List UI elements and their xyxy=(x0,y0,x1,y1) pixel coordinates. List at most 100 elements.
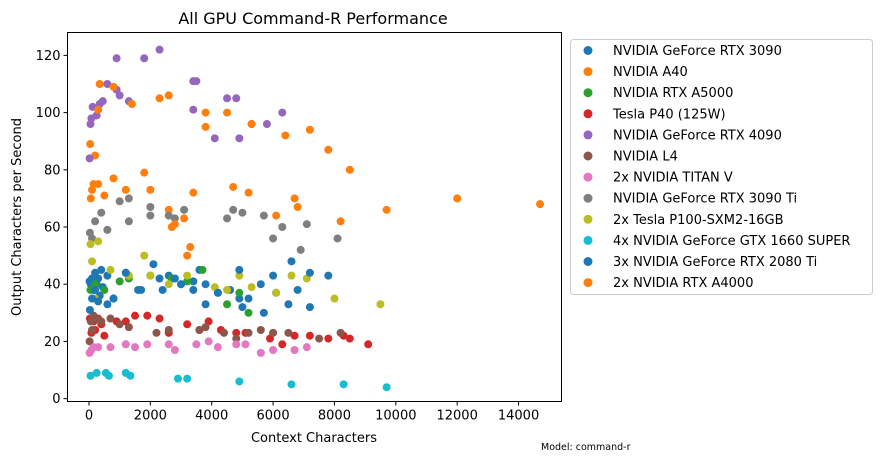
y-tick-label: 20 xyxy=(44,335,61,350)
data-point xyxy=(100,191,109,200)
series-group xyxy=(86,368,391,392)
data-point xyxy=(333,234,342,243)
data-point xyxy=(223,300,232,309)
data-point xyxy=(284,328,293,337)
data-point xyxy=(124,217,133,226)
data-point xyxy=(89,180,98,189)
data-point xyxy=(164,280,173,289)
chart-title: All GPU Command-R Performance xyxy=(178,9,447,28)
data-point xyxy=(244,294,253,303)
data-point xyxy=(183,320,192,329)
data-point xyxy=(259,308,268,317)
data-point xyxy=(290,331,299,340)
data-point xyxy=(364,340,373,349)
data-point xyxy=(98,97,107,106)
model-footnote: Model: command-r xyxy=(541,442,631,453)
data-point xyxy=(269,346,278,355)
data-point xyxy=(155,94,164,103)
data-point xyxy=(152,328,161,337)
data-point xyxy=(345,165,354,174)
data-point xyxy=(293,285,302,294)
data-point xyxy=(158,285,167,294)
legend-label: 4x NVIDIA GeForce GTX 1660 SUPER xyxy=(613,234,850,249)
data-point xyxy=(284,300,293,309)
y-tick-label: 60 xyxy=(44,221,61,236)
data-point xyxy=(229,182,238,191)
data-point xyxy=(382,383,391,392)
data-point xyxy=(192,340,201,349)
data-point xyxy=(94,297,103,306)
data-point xyxy=(213,288,222,297)
data-point xyxy=(247,283,256,292)
data-point xyxy=(85,154,94,163)
data-point xyxy=(305,268,314,277)
data-point xyxy=(278,340,287,349)
plot-frame xyxy=(67,32,562,402)
x-tick-label: 2000 xyxy=(134,409,167,424)
data-point xyxy=(232,94,241,103)
data-point xyxy=(290,346,299,355)
x-tick-label: 14000 xyxy=(498,409,539,424)
legend-label: Tesla P40 (125W) xyxy=(612,107,726,122)
data-point xyxy=(238,208,247,217)
data-point xyxy=(210,134,219,143)
data-point xyxy=(85,305,94,314)
data-point xyxy=(91,217,100,226)
data-point xyxy=(143,311,152,320)
data-point xyxy=(189,188,198,197)
data-point xyxy=(103,79,112,88)
data-point xyxy=(259,211,268,220)
data-point xyxy=(201,280,210,289)
data-point xyxy=(126,371,135,380)
data-point xyxy=(106,343,115,352)
legend-label: 2x NVIDIA TITAN V xyxy=(613,171,733,186)
series-group xyxy=(85,257,314,314)
data-point xyxy=(91,285,100,294)
data-point xyxy=(296,245,305,254)
legend-label: NVIDIA GeForce RTX 3090 xyxy=(613,44,782,59)
data-point xyxy=(97,265,106,274)
data-point xyxy=(86,194,95,203)
data-point xyxy=(235,377,244,386)
data-point xyxy=(195,325,204,334)
data-point xyxy=(213,343,222,352)
data-point xyxy=(131,343,140,352)
data-point xyxy=(180,205,189,214)
data-point xyxy=(229,205,238,214)
data-point xyxy=(247,120,256,129)
data-point xyxy=(97,317,106,326)
y-tick-label: 80 xyxy=(44,163,61,178)
data-point xyxy=(223,94,232,103)
data-point xyxy=(183,374,192,383)
data-point xyxy=(86,371,95,380)
legend-marker xyxy=(583,257,593,266)
data-point xyxy=(115,91,124,100)
legend-label: 3x NVIDIA GeForce RTX 2080 Ti xyxy=(613,255,817,270)
data-point xyxy=(88,257,97,266)
data-point xyxy=(146,271,155,280)
legend-marker xyxy=(583,214,593,224)
data-point xyxy=(302,343,311,352)
data-point xyxy=(88,325,97,334)
data-point xyxy=(256,280,265,289)
legend-label: NVIDIA L4 xyxy=(613,150,678,165)
y-tick-label: 120 xyxy=(36,49,61,64)
x-tick-label: 10000 xyxy=(375,409,416,424)
data-point xyxy=(241,340,250,349)
data-point xyxy=(164,340,173,349)
data-point xyxy=(235,288,244,297)
data-point xyxy=(376,300,385,309)
plot-frame-border xyxy=(67,32,562,402)
data-point xyxy=(155,314,164,323)
data-point xyxy=(219,328,228,337)
data-point xyxy=(269,234,278,243)
legend-frame xyxy=(570,39,873,295)
series-group xyxy=(85,311,345,346)
data-point xyxy=(272,288,281,297)
data-point xyxy=(100,285,109,294)
data-point xyxy=(146,202,155,211)
data-point xyxy=(170,214,179,223)
data-point xyxy=(95,79,104,88)
data-point xyxy=(103,225,112,234)
